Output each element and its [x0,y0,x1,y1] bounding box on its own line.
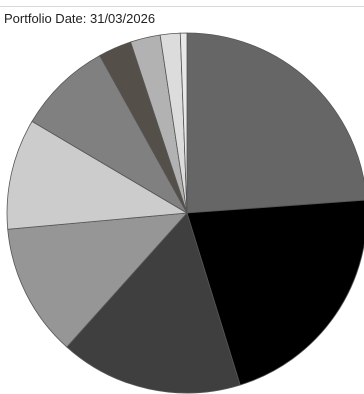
top-divider [0,6,364,7]
portfolio-date-label: Portfolio Date: 31/03/2026 [4,11,156,26]
pie-slice-4 [7,212,188,348]
pie-slice-3 [66,212,241,394]
pie-slices-group [6,32,364,394]
pie-slice-1 [186,32,364,214]
pie-slice-5 [6,120,189,230]
pie-slice-6 [31,55,189,215]
pie-slice-10 [179,32,188,214]
pie-slice-2 [186,199,364,386]
